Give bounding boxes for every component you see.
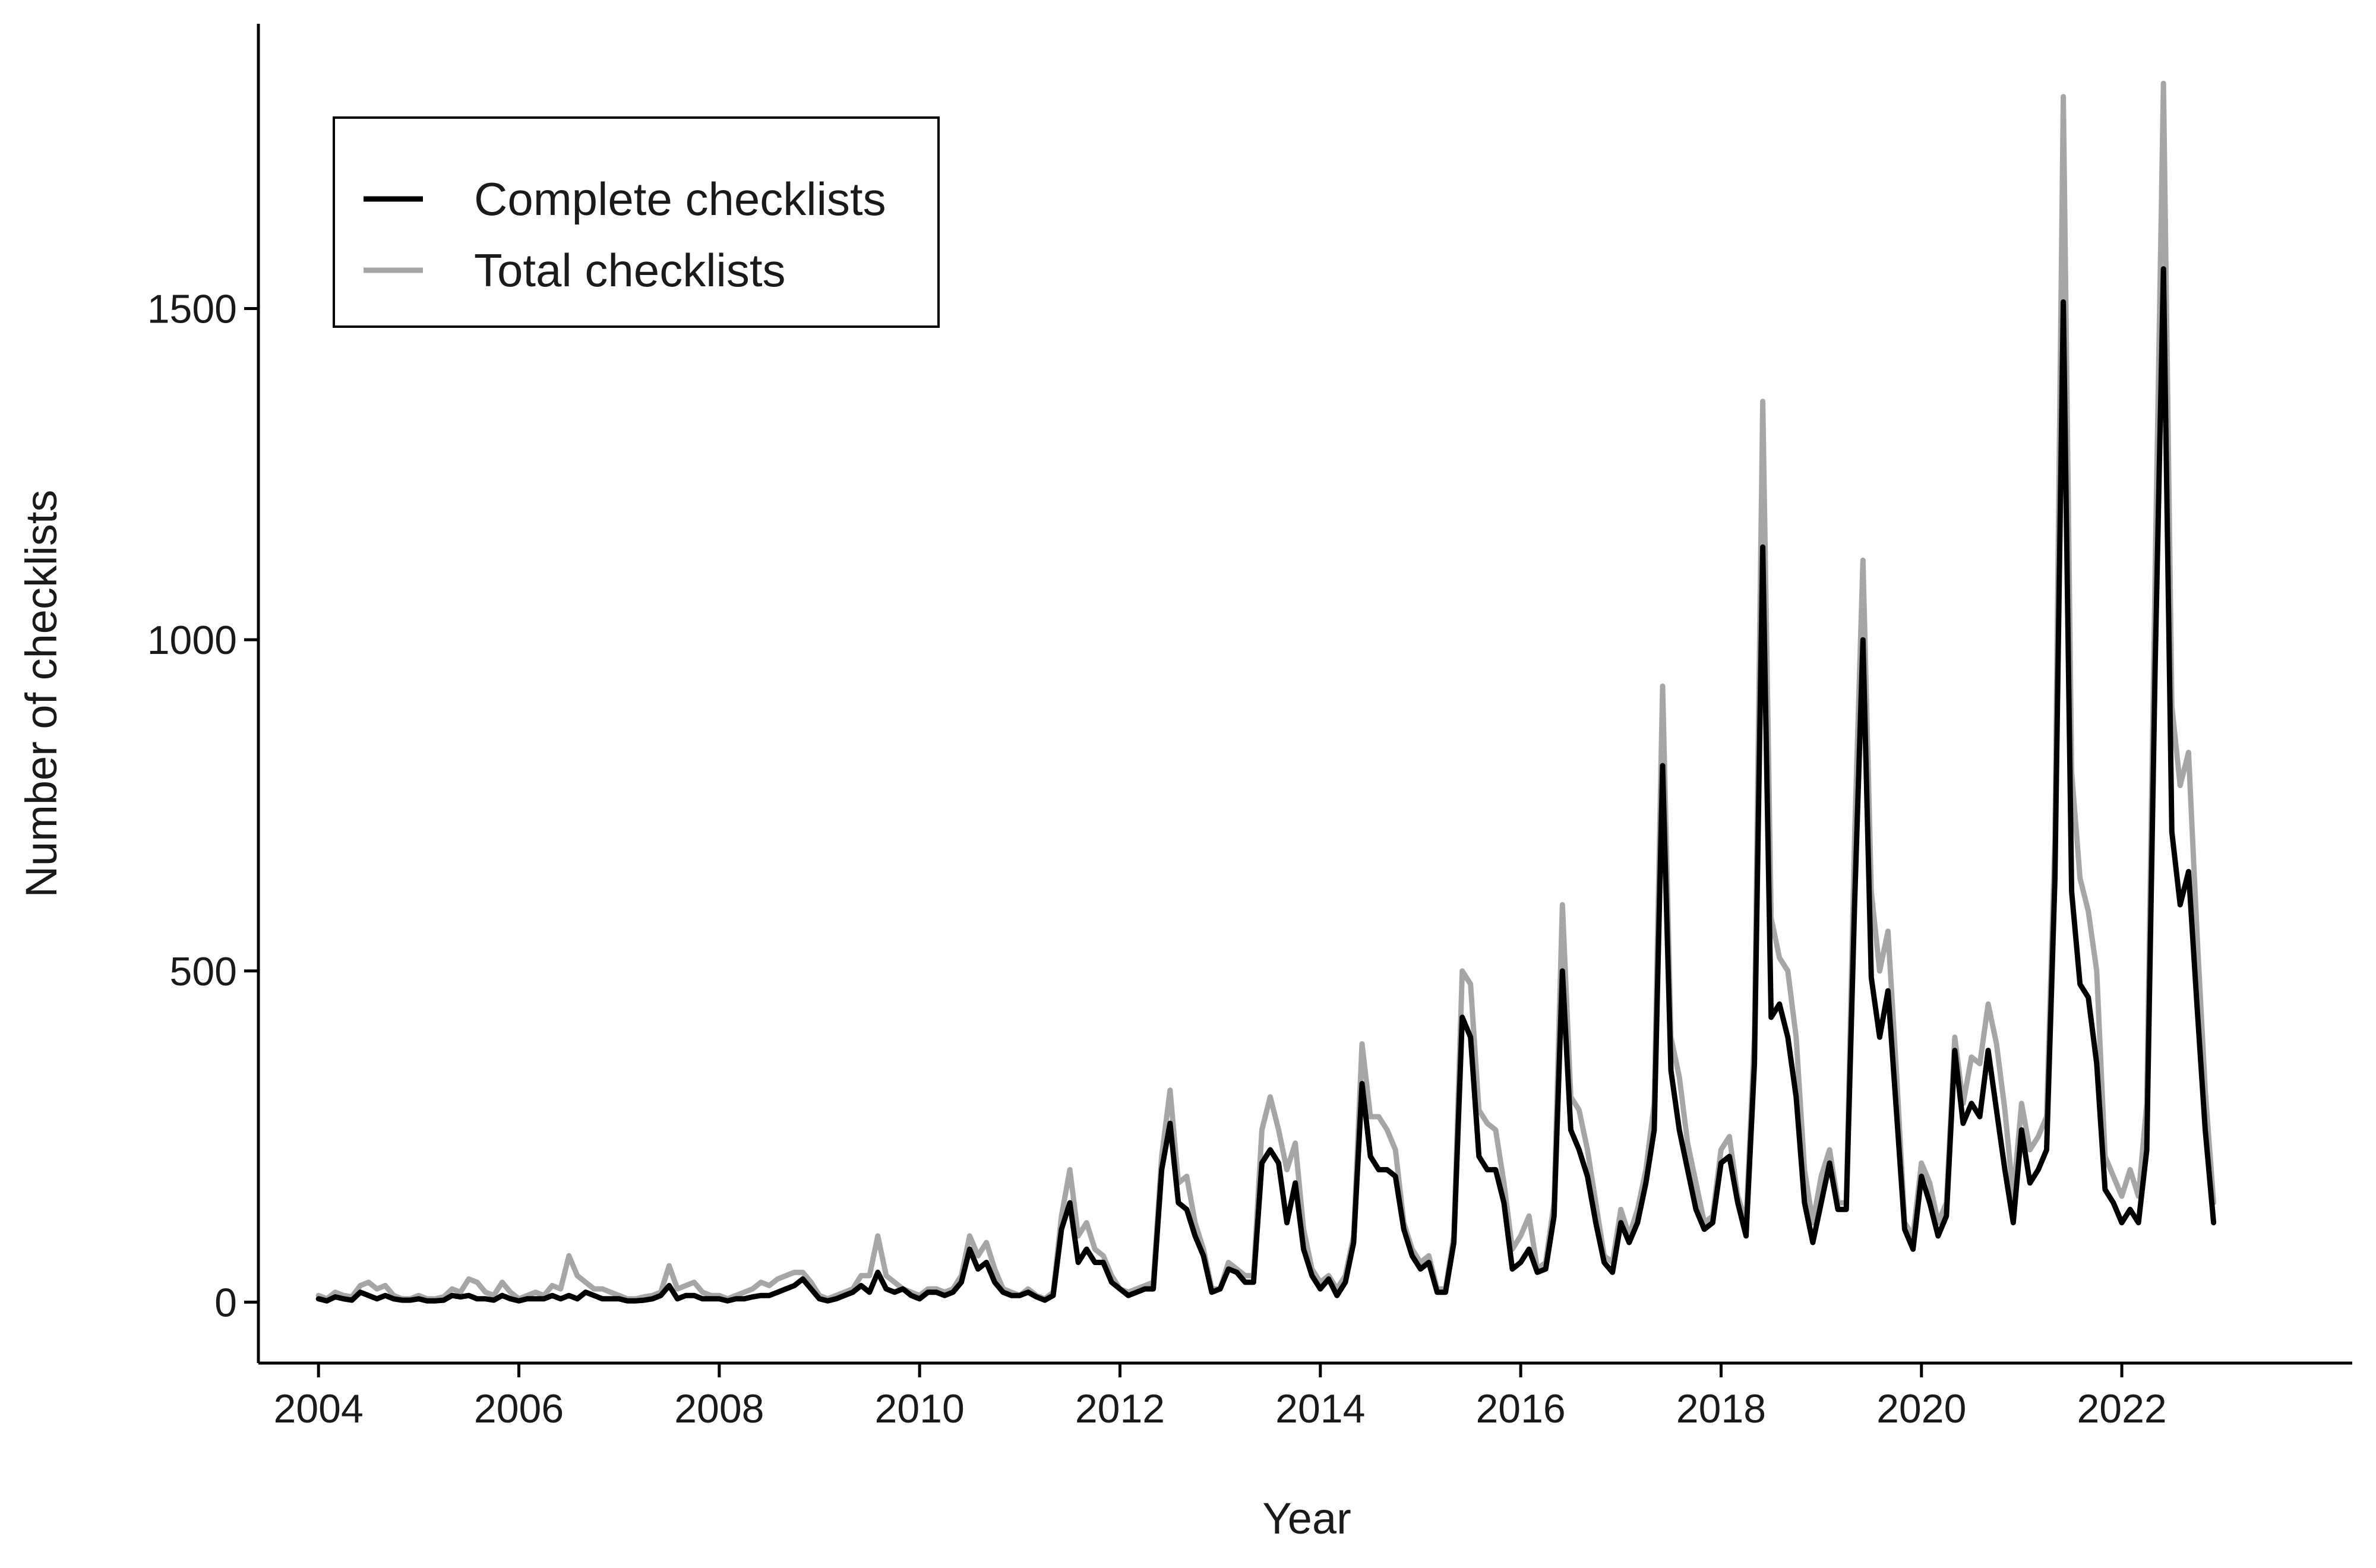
x-tick-label: 2008: [674, 1386, 764, 1431]
x-tick-label: 2016: [1475, 1386, 1565, 1431]
legend: Complete checklists Total checklists: [333, 116, 940, 328]
x-tick-label: 2012: [1075, 1386, 1165, 1431]
x-tick-label: 2022: [2077, 1386, 2166, 1431]
y-tick-label: 1500: [147, 287, 237, 332]
x-tick-label: 2006: [474, 1386, 564, 1431]
y-tick-label: 500: [170, 949, 237, 994]
legend-box: [333, 116, 940, 328]
legend-label-complete: Complete checklists: [474, 173, 886, 225]
x-tick-label: 2010: [875, 1386, 965, 1431]
series-group: [315, 80, 2217, 1304]
x-tick-label: 2018: [1676, 1386, 1766, 1431]
legend-label-total: Total checklists: [474, 244, 786, 296]
x-tick-label: 2004: [274, 1386, 364, 1431]
y-tick-label: 0: [214, 1280, 237, 1325]
axes: 2004 2006 2008 2010 2012 2014 2016 2018 2020 2022…: [147, 24, 2352, 1431]
x-tick-label: 2020: [1876, 1386, 1966, 1431]
y-tick-label: 1000: [147, 618, 237, 663]
y-axis-title: Number of checklists: [17, 490, 66, 898]
series-line-complete: [315, 266, 2217, 1304]
x-tick-label: 2014: [1275, 1386, 1365, 1431]
x-axis-title: Year: [1262, 1494, 1351, 1543]
